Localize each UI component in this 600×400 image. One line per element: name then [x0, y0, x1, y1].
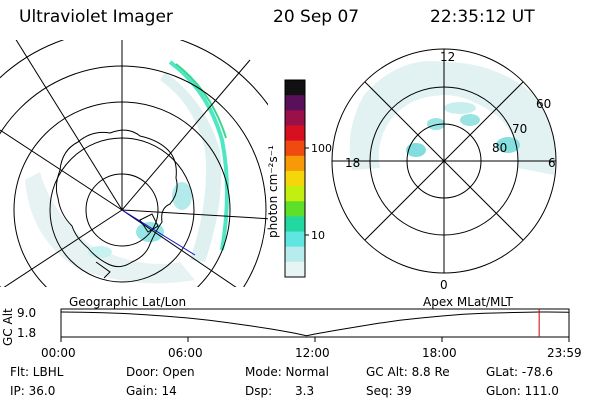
colorbar-segment	[285, 231, 305, 248]
mlt-label-0: 0	[440, 278, 448, 292]
x-axis-ticks	[60, 337, 570, 342]
mlt-label-12: 12	[440, 50, 455, 64]
peninsula-outline	[95, 261, 111, 279]
mlat-label-60: 60	[536, 97, 551, 111]
colorbar-segment	[285, 201, 305, 217]
ytick-9: 9.0	[17, 306, 36, 320]
geographic-map	[0, 40, 268, 287]
xtick-label-2: 12:00	[295, 346, 330, 360]
aurora-emission-apex	[349, 60, 556, 176]
altitude-timeline-chart: 9.0 1.8 GC Alt	[1, 306, 570, 346]
colorbar-segment	[285, 125, 305, 142]
colorbar-gradient	[285, 80, 305, 278]
xtick-label-0: 00:00	[41, 346, 76, 360]
colorbar-segment	[285, 140, 305, 157]
xtick-label-3: 18:00	[422, 346, 457, 360]
gain-status: Gain: 14	[126, 384, 177, 398]
dsp-status: Dsp: 3.3	[245, 384, 315, 398]
mlat-label-70: 70	[512, 122, 527, 136]
door-status: Door: Open	[126, 365, 195, 379]
instrument-title: Ultraviolet Imager	[19, 7, 173, 27]
mlt-label-18: 18	[345, 156, 360, 170]
left-map-label: Geographic Lat/Lon	[69, 295, 187, 309]
colorbar-segment	[285, 186, 305, 202]
colorbar-frame	[284, 79, 306, 278]
filter-status: Flt: LBHL	[10, 365, 64, 379]
mode-status: Mode: Normal	[245, 365, 329, 379]
ice-shelf-outline	[139, 213, 159, 233]
colorbar-segment	[285, 216, 305, 233]
gc-alt-status: GC Alt: 8.8 Re	[366, 365, 450, 379]
apex-polar-map: 12 18 6 0 60 70 80	[331, 48, 557, 292]
ytick-1.8: 1.8	[17, 326, 36, 340]
ip-status: IP: 36.0	[10, 384, 56, 398]
colorbar-segment	[285, 170, 305, 187]
aurora-emission-geo	[25, 60, 229, 284]
colorbar-segment	[285, 155, 305, 172]
colorbar-segment	[285, 261, 305, 278]
mlt-label-6: 6	[548, 156, 556, 170]
gc-altitude-line	[60, 311, 570, 337]
header-time: 22:35:12 UT	[430, 7, 535, 27]
xtick-label-4: 23:59	[547, 346, 582, 360]
colorbar-segment	[285, 80, 305, 96]
mlt-spokes	[332, 49, 556, 273]
colorbar-segment	[285, 246, 305, 263]
glon-status: GLon: 111.0	[486, 384, 559, 398]
right-map-label: Apex MLat/MLT	[423, 295, 513, 309]
seq-status: Seq: 39	[366, 384, 412, 398]
nadir-track	[121, 209, 196, 256]
colorbar-label-10: 10	[311, 229, 325, 242]
colorbar-segment	[285, 95, 305, 111]
xtick-label-1: 06:00	[168, 346, 203, 360]
colorbar-label-100: 100	[311, 142, 332, 155]
y-axis-label: GC Alt	[1, 308, 15, 346]
antarctica-coastline	[55, 129, 178, 268]
header-date: 20 Sep 07	[273, 7, 360, 27]
colorbar: 100 10 photon cm⁻²s⁻¹	[266, 79, 332, 278]
meridian-lines	[0, 40, 268, 287]
colorbar-unit-label: photon cm⁻²s⁻¹	[266, 145, 280, 238]
mlat-label-80: 80	[492, 141, 507, 155]
colorbar-segment	[285, 110, 305, 126]
glat-status: GLat: -78.6	[486, 365, 553, 379]
